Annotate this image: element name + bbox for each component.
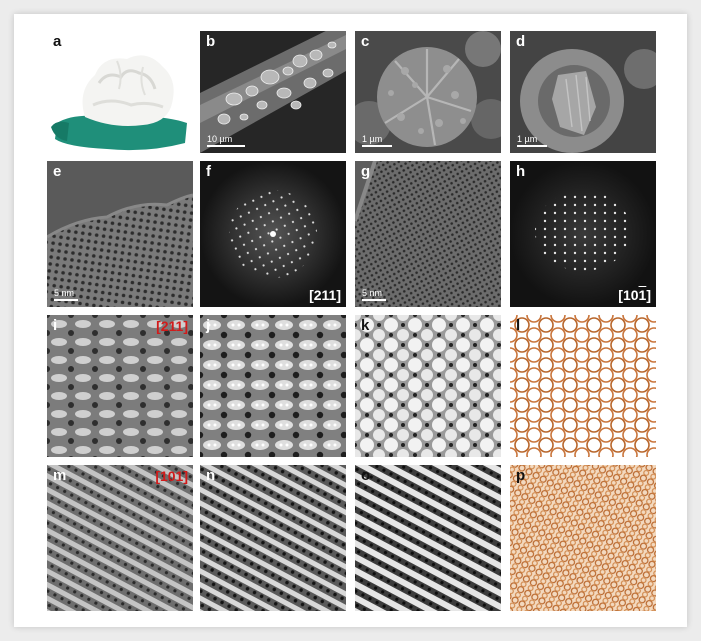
panel-label: f — [206, 163, 211, 180]
panel-g-tem: g 5 nm — [355, 161, 501, 307]
panel-label: k — [361, 317, 370, 334]
panel-n-averaged: n — [200, 465, 346, 611]
scale-bar: 5 nm — [54, 288, 78, 301]
panel-label: l — [516, 317, 521, 334]
panel-f-fft: f [211] — [200, 161, 346, 307]
panel-m-filtered: m [101] — [47, 465, 193, 611]
panel-label: i — [53, 317, 58, 334]
panel-label: d — [516, 33, 526, 50]
panel-label: g — [361, 163, 371, 180]
panel-o-simulated: o — [355, 465, 501, 611]
panel-label: n — [206, 467, 216, 484]
panel-b-sem: b 10 µm — [200, 31, 346, 153]
panel-d-sem: d 1 µm — [510, 31, 656, 153]
filtered-hrtem-image-2 — [47, 465, 193, 611]
panel-h-fft: h [101] — [510, 161, 656, 307]
panel-j-averaged: j — [200, 315, 346, 457]
panel-label: c — [361, 33, 370, 50]
panel-label: j — [206, 317, 211, 334]
averaged-image — [200, 315, 346, 457]
panel-label: e — [53, 163, 62, 180]
panel-a-photo: a — [47, 31, 191, 153]
panel-k-simulated: k — [355, 315, 501, 457]
panel-label: b — [206, 33, 216, 50]
panel-c-sem: c 1 µm — [355, 31, 501, 153]
filtered-hrtem-image — [47, 315, 193, 457]
zone-axis-label: [211] — [309, 287, 341, 303]
panel-label: m — [53, 467, 67, 484]
fft-diffraction-pattern-2 — [510, 161, 656, 307]
simulated-image — [355, 315, 501, 457]
zone-axis-label: [211] — [156, 318, 188, 334]
figure-card: a b 10 µm — [14, 14, 687, 627]
zone-axis-label: [101] — [155, 468, 188, 484]
panel-e-tem: e 5 nm — [47, 161, 193, 307]
hrtem-lattice-image-2 — [355, 161, 501, 307]
simulated-image-2 — [355, 465, 501, 611]
averaged-image-2 — [200, 465, 346, 611]
fiber-sem-image — [200, 31, 346, 153]
zone-axis-label: [101] — [618, 287, 651, 303]
panel-label: o — [361, 467, 371, 484]
panel-l-structure: l — [510, 315, 656, 457]
cross-section-particle-sem-image — [510, 31, 656, 153]
scale-bar: 1 µm — [517, 134, 547, 147]
fft-diffraction-pattern — [200, 161, 346, 307]
scale-bar: 10 µm — [207, 134, 245, 147]
panel-label: a — [53, 33, 62, 50]
white-powder-in-glove-image — [51, 55, 187, 151]
panel-label: h — [516, 163, 526, 180]
scale-bar: 1 µm — [362, 134, 392, 147]
panel-p-structure: p — [510, 465, 656, 611]
panel-label: p — [516, 467, 526, 484]
scale-bar: 5 nm — [362, 288, 386, 301]
panel-i-filtered: i [211] — [47, 315, 193, 457]
crystal-structure-model — [510, 315, 656, 457]
hrtem-lattice-image — [47, 161, 193, 307]
spherical-particle-sem-image — [355, 31, 501, 153]
crystal-structure-model-2 — [510, 465, 656, 611]
